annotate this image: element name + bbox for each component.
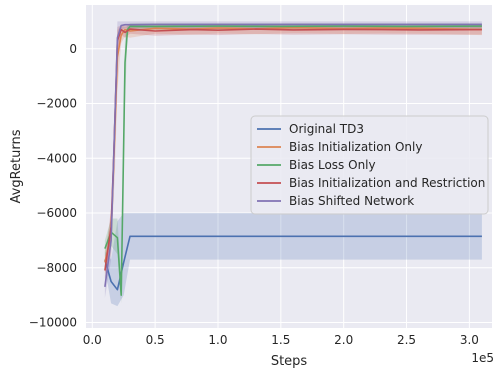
legend: Original TD3 Bias Initialization Only Bias… [250,115,489,215]
x-tick-labels: 0.0 0.5 1.0 1.5 2.0 2.5 3.0 [83,333,479,347]
legend-box [250,115,489,215]
x-axis-offset-label: 1e5 [471,351,494,365]
y-tick-label: −8000 [36,261,77,275]
legend-entry: Bias Shifted Network [289,194,414,208]
y-tick-label: −4000 [36,151,77,165]
x-tick-label: 3.0 [460,333,479,347]
x-tick-label: 2.5 [397,333,416,347]
legend-entry: Original TD3 [289,122,364,136]
line-series-4 [104,23,482,288]
y-axis-label: AvgReturns [9,129,24,203]
y-tick-label: −6000 [36,206,77,220]
legend-entry: Bias Loss Only [289,158,376,172]
x-tick-label: 2.0 [334,333,353,347]
y-tick-label: −10000 [29,316,77,330]
x-tick-label: 1.5 [271,333,290,347]
line-series-2 [104,25,482,297]
x-tick-label: 0.5 [146,333,165,347]
legend-entry: Bias Initialization and Restriction [289,176,485,190]
line-series-0 [104,235,482,291]
y-tick-label: −2000 [36,97,77,111]
x-tick-label: 0.0 [83,333,102,347]
x-axis-label: Steps [271,354,308,369]
y-tick-label: 0 [69,42,77,56]
y-tick-labels: 0 −2000 −4000 −6000 −8000 −10000 [29,42,77,330]
x-tick-label: 1.0 [208,333,227,347]
series-lines [104,23,482,297]
legend-entry: Bias Initialization Only [289,140,422,154]
